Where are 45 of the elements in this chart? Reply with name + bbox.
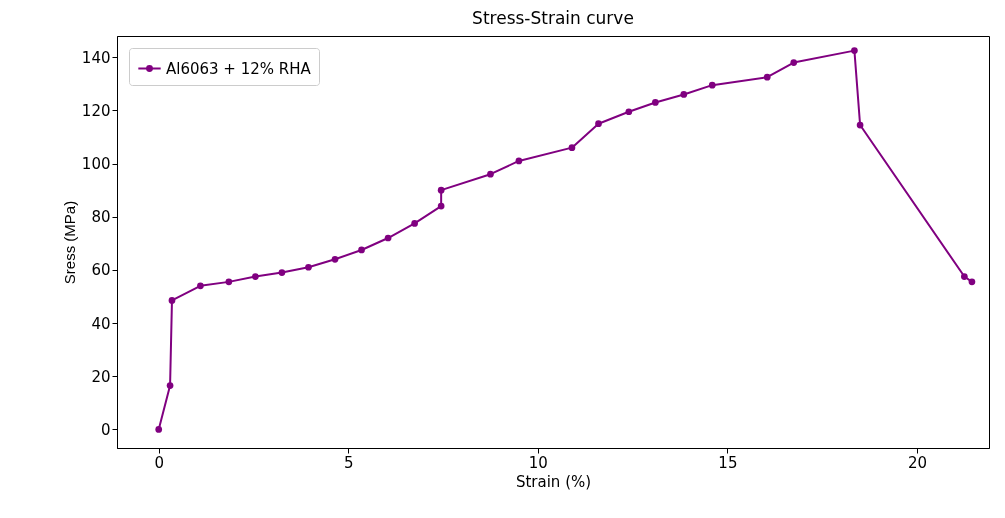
point [437, 186, 445, 194]
point [487, 170, 494, 178]
y-tick-label: 140 [81, 48, 111, 67]
point [278, 269, 286, 276]
point [225, 278, 233, 286]
legend-label: Al6063 + 12% RHA [166, 59, 312, 78]
x-tick-label: 0 [154, 453, 164, 472]
point [358, 246, 365, 254]
point [411, 220, 418, 227]
y-tick-label: 120 [81, 101, 111, 120]
y-tick-label: 60 [91, 261, 111, 280]
point [568, 144, 576, 151]
point [961, 273, 968, 280]
point [515, 157, 523, 165]
point [708, 81, 716, 89]
x-tick-label: 5 [344, 453, 354, 472]
y-tick-label: 40 [91, 314, 111, 333]
point [166, 382, 174, 389]
point [155, 426, 163, 433]
y-tick-label: 80 [91, 208, 111, 227]
point [168, 297, 176, 304]
point [384, 234, 392, 242]
point [437, 202, 445, 210]
point [856, 121, 864, 129]
point [252, 273, 259, 280]
point [197, 282, 204, 290]
point [331, 255, 339, 263]
chart-title: Stress-Strain curve [472, 8, 634, 28]
point [595, 120, 602, 128]
point [680, 91, 688, 98]
x-tick-label: 20 [907, 453, 928, 472]
x-tick-label: 10 [528, 453, 548, 472]
point [763, 73, 771, 81]
y-axis-title: Sress (MPa) [60, 200, 78, 285]
point [652, 99, 659, 106]
y-tick-label: 100 [81, 155, 111, 174]
x-axis-title: Strain (%) [515, 472, 592, 491]
point [968, 278, 976, 286]
point [625, 108, 633, 116]
y-tick-label: 20 [91, 367, 111, 386]
point [851, 47, 858, 54]
point [305, 263, 312, 271]
point [790, 59, 798, 66]
y-tick-label: 0 [100, 420, 111, 439]
x-tick-label: 15 [718, 453, 738, 472]
